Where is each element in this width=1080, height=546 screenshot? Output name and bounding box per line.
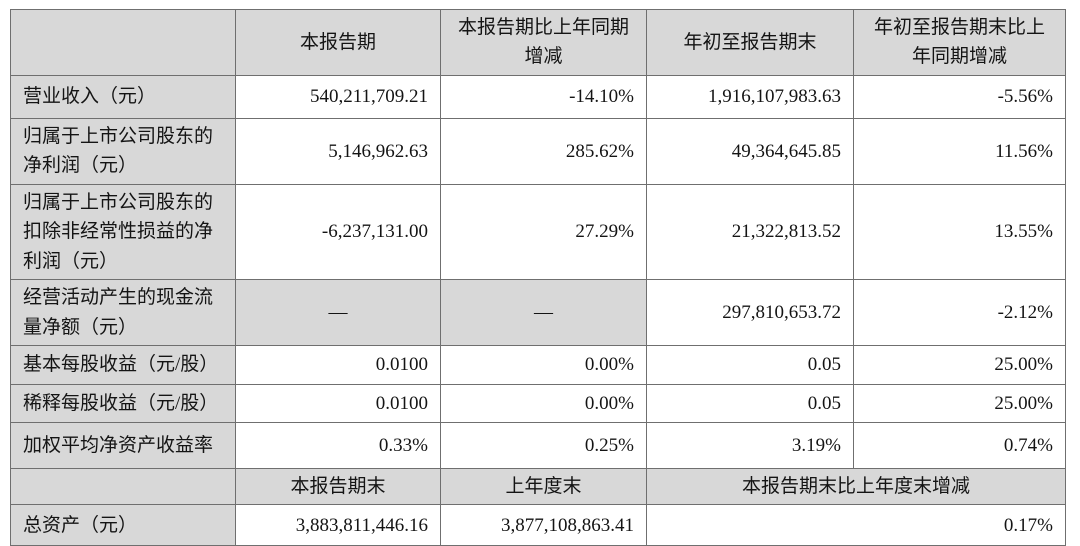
basic-eps-current-period: 0.0100 xyxy=(235,344,441,385)
header-change-vs-prior-year-period: 本报告期比上年同期 增减 xyxy=(440,9,647,76)
basic-eps-ytd: 0.05 xyxy=(646,344,854,385)
table-row-net-profit: 归属于上市公司股东的净利润（元） 5,146,962.63 285.62% 49… xyxy=(10,117,1066,185)
cash-flow-change-dash: — xyxy=(440,279,647,346)
quarterly-report-key-metrics-table: 本报告期 本报告期比上年同期 增减 年初至报告期末 年初至报告期末比上 年同期增… xyxy=(10,9,1066,546)
header-blank-cell xyxy=(10,9,236,76)
row-label-weighted-avg-roe: 加权平均净资产收益率 xyxy=(10,421,236,469)
revenue-ytd: 1,916,107,983.63 xyxy=(646,74,854,119)
table-row-basic-eps: 基本每股收益（元/股） 0.0100 0.00% 0.05 25.00% xyxy=(10,344,1066,385)
row-label-net-profit-excl-nonrecurring: 归属于上市公司股东的扣除非经常性损益的净利润（元） xyxy=(10,183,236,281)
roe-change: 0.25% xyxy=(440,421,647,469)
header-ytd-change-vs-prior-year: 年初至报告期末比上 年同期增减 xyxy=(853,9,1066,76)
header-current-period: 本报告期 xyxy=(235,9,441,76)
header-end-of-prior-year: 上年度末 xyxy=(440,467,647,506)
diluted-eps-ytd: 0.05 xyxy=(646,383,854,423)
row-label-operating-cash-flow: 经营活动产生的现金流量净额（元） xyxy=(10,279,236,346)
row-label-revenue: 营业收入（元） xyxy=(10,74,236,119)
diluted-eps-change: 0.00% xyxy=(440,383,647,423)
row-label-diluted-eps: 稀释每股收益（元/股） xyxy=(10,383,236,423)
header-end-of-current-period: 本报告期末 xyxy=(235,467,441,506)
roe-ytd: 3.19% xyxy=(646,421,854,469)
revenue-current-period: 540,211,709.21 xyxy=(235,74,441,119)
table-row-net-profit-excl-nonrecurring: 归属于上市公司股东的扣除非经常性损益的净利润（元） -6,237,131.00 … xyxy=(10,183,1066,281)
total-assets-change: 0.17% xyxy=(646,504,1066,546)
table-row-diluted-eps: 稀释每股收益（元/股） 0.0100 0.00% 0.05 25.00% xyxy=(10,383,1066,423)
row-label-total-assets: 总资产（元） xyxy=(10,504,236,546)
total-assets-prior-year-end: 3,877,108,863.41 xyxy=(440,504,647,546)
net-profit-excl-ytd-change: 13.55% xyxy=(853,183,1066,281)
basic-eps-ytd-change: 25.00% xyxy=(853,344,1066,385)
financial-summary-table: 本报告期 本报告期比上年同期 增减 年初至报告期末 年初至报告期末比上 年同期增… xyxy=(10,9,1066,546)
revenue-ytd-change: -5.56% xyxy=(853,74,1066,119)
net-profit-excl-ytd: 21,322,813.52 xyxy=(646,183,854,281)
net-profit-excl-current-period: -6,237,131.00 xyxy=(235,183,441,281)
table-row-operating-cash-flow: 经营活动产生的现金流量净额（元） — — 297,810,653.72 -2.1… xyxy=(10,279,1066,346)
header-row-period: 本报告期 本报告期比上年同期 增减 年初至报告期末 年初至报告期末比上 年同期增… xyxy=(10,9,1066,76)
header-row-period-end: 本报告期末 上年度末 本报告期末比上年度末增减 xyxy=(10,467,1066,506)
table-row-total-assets: 总资产（元） 3,883,811,446.16 3,877,108,863.41… xyxy=(10,504,1066,546)
header-period-end-change-vs-prior-year-end: 本报告期末比上年度末增减 xyxy=(646,467,1066,506)
cash-flow-current-period-dash: — xyxy=(235,279,441,346)
revenue-change: -14.10% xyxy=(440,74,647,119)
net-profit-change: 285.62% xyxy=(440,117,647,185)
cash-flow-ytd-change: -2.12% xyxy=(853,279,1066,346)
diluted-eps-current-period: 0.0100 xyxy=(235,383,441,423)
net-profit-current-period: 5,146,962.63 xyxy=(235,117,441,185)
net-profit-ytd-change: 11.56% xyxy=(853,117,1066,185)
basic-eps-change: 0.00% xyxy=(440,344,647,385)
row-label-net-profit: 归属于上市公司股东的净利润（元） xyxy=(10,117,236,185)
row-label-basic-eps: 基本每股收益（元/股） xyxy=(10,344,236,385)
cash-flow-ytd: 297,810,653.72 xyxy=(646,279,854,346)
roe-current-period: 0.33% xyxy=(235,421,441,469)
roe-ytd-change: 0.74% xyxy=(853,421,1066,469)
net-profit-ytd: 49,364,645.85 xyxy=(646,117,854,185)
total-assets-period-end: 3,883,811,446.16 xyxy=(235,504,441,546)
header-year-to-date: 年初至报告期末 xyxy=(646,9,854,76)
net-profit-excl-change: 27.29% xyxy=(440,183,647,281)
table-row-revenue: 营业收入（元） 540,211,709.21 -14.10% 1,916,107… xyxy=(10,74,1066,119)
diluted-eps-ytd-change: 25.00% xyxy=(853,383,1066,423)
header2-blank-cell xyxy=(10,467,236,506)
table-row-weighted-avg-roe: 加权平均净资产收益率 0.33% 0.25% 3.19% 0.74% xyxy=(10,421,1066,469)
